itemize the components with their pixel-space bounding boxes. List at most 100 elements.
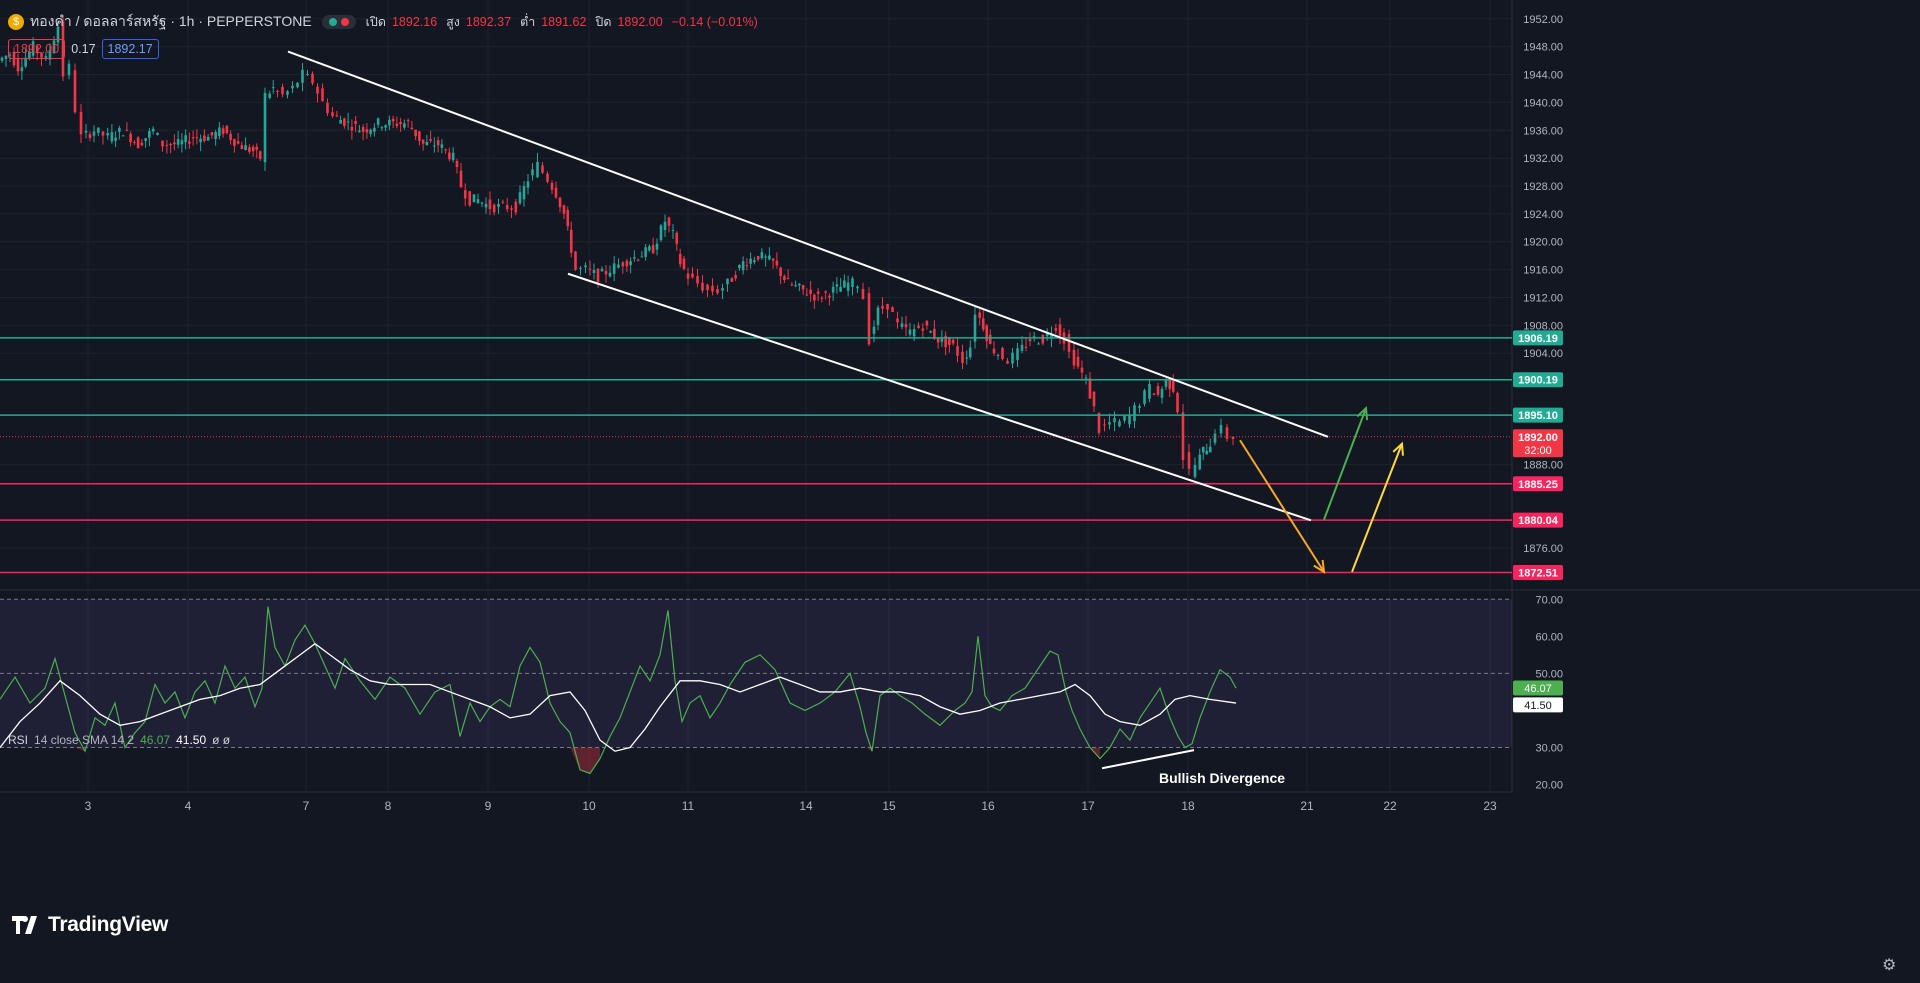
- candle-body: [851, 278, 854, 287]
- candle-body: [263, 92, 267, 163]
- candle-body: [659, 225, 663, 241]
- tradingview-logo-icon: [12, 916, 37, 934]
- rsi-sma-value: 41.50: [176, 733, 207, 747]
- price-tick-label: 1928.00: [1523, 181, 1563, 193]
- candle-body: [1201, 446, 1205, 453]
- down-arrow-orange-head: [1313, 559, 1326, 574]
- candle-body: [1164, 379, 1168, 387]
- close-value: 1892.00: [617, 15, 663, 29]
- candle-body: [809, 289, 812, 295]
- candle-body: [56, 26, 60, 43]
- candle-body: [973, 314, 977, 342]
- candle-body: [1076, 356, 1080, 367]
- candle-body: [1168, 378, 1172, 390]
- rsi-tick-label: 30.00: [1535, 743, 1563, 755]
- rsi-tick-label: 50.00: [1535, 668, 1563, 680]
- candle-body: [734, 275, 737, 279]
- channel-upper-line[interactable]: [287, 50, 1329, 438]
- candle-body: [805, 294, 809, 296]
- candle-body: [738, 264, 741, 269]
- candle-body: [44, 56, 48, 59]
- rsi-oversold-fill: [570, 747, 580, 770]
- price-tick-label: 1904.00: [1523, 348, 1563, 360]
- candle-body: [376, 118, 380, 125]
- candle-body: [1084, 377, 1088, 379]
- candle-body: [233, 139, 236, 146]
- candle-body: [20, 67, 24, 72]
- candle-body: [67, 63, 71, 76]
- candle-body: [301, 69, 304, 83]
- candle-body: [484, 203, 488, 208]
- candle-body: [933, 328, 936, 339]
- candle-body: [346, 121, 350, 123]
- candle-body: [1045, 332, 1049, 337]
- candle-body: [648, 246, 651, 251]
- price-tick-label: 1888.00: [1523, 460, 1563, 472]
- candle-body: [592, 270, 596, 274]
- candle-body: [1054, 328, 1058, 331]
- candle-body: [711, 285, 714, 292]
- candle-body: [31, 41, 35, 56]
- candle-body: [961, 351, 964, 364]
- symbol-title[interactable]: ทองคำ / ดอลลาร์สหรัฐ · 1h · PEPPERSTONE: [30, 13, 312, 29]
- candle-body: [696, 276, 699, 284]
- candle-body: [566, 210, 570, 227]
- candle-body: [835, 284, 839, 287]
- candle-body: [820, 297, 824, 299]
- open-value: 1892.16: [391, 15, 438, 29]
- price-tick-label: 1924.00: [1523, 209, 1563, 221]
- price-tick-label: 1916.00: [1523, 265, 1563, 277]
- candle-body: [940, 337, 944, 342]
- rsi-legend[interactable]: RSI 14 close SMA 14 2 46.07 41.50 ø ø: [8, 733, 230, 747]
- candle-body: [1097, 413, 1101, 433]
- price-tick-label: 1920.00: [1523, 237, 1563, 249]
- level-badge-1892.00: [1513, 429, 1563, 458]
- candle-body: [195, 137, 199, 139]
- candle-body: [921, 328, 925, 331]
- rsi-sma-line[interactable]: [0, 642, 1237, 752]
- rsi-line[interactable]: [0, 606, 1237, 775]
- candle-body: [536, 161, 539, 178]
- tradingview-logo[interactable]: TradingView: [12, 913, 168, 937]
- candle-body: [169, 143, 172, 146]
- candle-body: [876, 307, 880, 325]
- candle-body: [968, 347, 972, 358]
- candle-body: [617, 264, 620, 268]
- gear-icon[interactable]: ⚙: [1882, 957, 1897, 974]
- bullish-divergence-line[interactable]: [1101, 749, 1195, 770]
- sell-price-button[interactable]: 1892.00: [8, 39, 66, 59]
- candle-body: [640, 256, 644, 258]
- price-tick-label: 1940.00: [1523, 97, 1563, 109]
- candle-body: [459, 170, 463, 188]
- level-label-1872.51: 1872.51: [1518, 568, 1558, 580]
- candle-body: [786, 278, 790, 280]
- channel-lower-line[interactable]: [567, 272, 1312, 522]
- candle-body: [604, 271, 608, 275]
- buy-price-button[interactable]: 1892.17: [101, 39, 159, 59]
- candle-body: [1181, 412, 1185, 461]
- candle-body: [1072, 349, 1076, 366]
- candle-body: [824, 291, 827, 293]
- down-arrow-orange[interactable]: [1239, 439, 1325, 573]
- candle-body: [856, 286, 859, 289]
- candle-body: [244, 145, 247, 151]
- up-arrow-yellow[interactable]: [1351, 443, 1403, 573]
- candle-body: [1171, 379, 1175, 392]
- candle-body: [306, 73, 309, 76]
- countdown-label: 32:00: [1524, 445, 1552, 457]
- candle-body: [1028, 338, 1032, 342]
- candle-body: [872, 326, 876, 334]
- candle-body: [1219, 424, 1223, 434]
- candle-body: [472, 194, 476, 203]
- candle-body: [161, 140, 164, 147]
- candle-body: [716, 289, 719, 294]
- candle-body: [1193, 464, 1197, 477]
- up-arrow-green[interactable]: [1323, 407, 1367, 520]
- candle-body: [629, 261, 632, 266]
- candle-body: [225, 125, 229, 133]
- status-dots-icon[interactable]: [321, 15, 356, 29]
- candle-body: [28, 51, 31, 59]
- level-badge-1885.25: [1513, 476, 1563, 492]
- candle-body: [730, 278, 734, 282]
